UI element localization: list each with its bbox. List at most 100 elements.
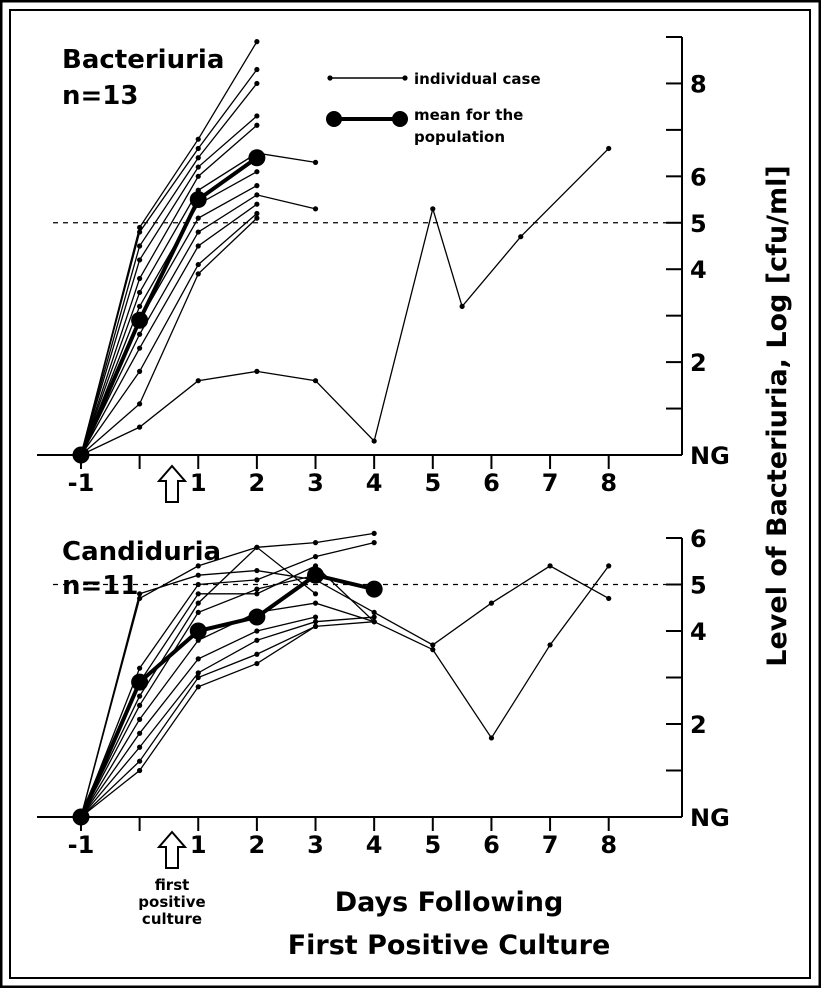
y-tick-label: NG <box>690 442 730 470</box>
individual-case-point <box>195 261 201 268</box>
y-tick-label: 2 <box>690 711 707 739</box>
individual-case-point <box>195 656 201 662</box>
individual-case-point <box>137 744 143 750</box>
individual-case-point <box>195 215 201 221</box>
panel-title: Bacteriuria <box>62 45 224 75</box>
individual-case-point <box>137 243 143 249</box>
individual-case-point <box>371 609 377 616</box>
individual-case-point <box>195 271 201 277</box>
individual-case-line <box>80 115 258 456</box>
individual-case-point <box>312 554 319 560</box>
individual-case-point <box>137 257 143 263</box>
individual-case-line <box>80 83 258 456</box>
x-tick-label: 5 <box>424 469 441 497</box>
individual-case-line <box>80 124 258 456</box>
individual-case-point <box>312 159 319 165</box>
individual-case-line <box>80 616 375 818</box>
individual-case-point <box>195 670 201 676</box>
panel-title: Candiduria <box>62 537 221 567</box>
individual-case-point <box>137 758 143 764</box>
x-tick-label: 7 <box>542 469 559 497</box>
first-positive-arrow-icon <box>156 830 188 869</box>
x-tick-label: 4 <box>366 469 383 497</box>
individual-case-point <box>254 215 260 221</box>
individual-case-point <box>312 206 319 212</box>
individual-case-point <box>606 595 612 602</box>
individual-case-line <box>80 203 258 456</box>
individual-case-point <box>371 540 377 546</box>
individual-case-point <box>254 544 260 550</box>
individual-case-point <box>195 684 201 690</box>
individual-case-point <box>459 303 465 309</box>
x-tick-label: 8 <box>600 831 617 859</box>
individual-case-point <box>195 609 201 616</box>
individual-case-point <box>195 173 201 179</box>
individual-case-point <box>137 716 143 722</box>
mean-point <box>72 446 90 464</box>
individual-case-point <box>195 674 201 681</box>
individual-case-point <box>606 145 612 152</box>
x-tick-label: -1 <box>68 831 95 859</box>
y-tick-label: 8 <box>690 70 707 98</box>
individual-case-point <box>195 229 201 235</box>
x-tick-label: 6 <box>483 831 500 859</box>
individual-case-line <box>80 621 375 818</box>
legend-mean-label: mean for the <box>414 106 523 124</box>
individual-case-point <box>137 591 143 597</box>
individual-case-point <box>195 136 201 142</box>
legend-individual-label: individual case <box>414 70 541 88</box>
individual-case-point <box>547 642 553 648</box>
individual-case-point <box>137 289 143 296</box>
individual-case-point <box>195 591 201 597</box>
individual-case-point <box>254 577 260 583</box>
individual-case-point <box>195 572 201 578</box>
x-tick-label: 2 <box>249 469 266 497</box>
individual-case-point <box>254 66 260 73</box>
individual-case-point <box>195 243 201 249</box>
individual-case-line <box>80 69 258 456</box>
individual-case-point <box>430 206 436 212</box>
legend-individual-marker <box>402 75 408 81</box>
x-tick-label: 6 <box>483 469 500 497</box>
individual-case-point <box>254 183 260 189</box>
individual-case-point <box>312 540 319 546</box>
x-tick-label: 3 <box>307 831 324 859</box>
bacteriuria-panel: Bacteriuria n=13 NG 2 4 5 6 8 -1 1 2 3 4 5 6 7 8 <box>37 36 730 497</box>
y-tick-label: NG <box>690 804 730 832</box>
individual-case-point <box>195 378 201 384</box>
individual-case-point <box>254 368 260 374</box>
individual-case-point <box>137 424 143 430</box>
individual-case-point <box>137 331 143 337</box>
individual-case-point <box>518 234 524 240</box>
individual-case-point <box>254 169 260 175</box>
individual-case-line <box>80 542 375 818</box>
mean-point <box>307 566 325 584</box>
y-axis-label: Level of Bacteriuria, Log [cfu/ml] <box>762 165 793 666</box>
x-tick-label: 1 <box>190 831 207 859</box>
individual-case-point <box>547 563 553 569</box>
individual-case-point <box>371 619 377 625</box>
x-tick-label: 7 <box>542 831 559 859</box>
y-tick-label: 4 <box>690 256 707 284</box>
individual-case-point <box>312 619 319 625</box>
individual-case-line <box>80 217 258 456</box>
individual-case-point <box>254 201 260 207</box>
legend-mean-marker <box>326 111 342 127</box>
individual-case-point <box>137 368 143 374</box>
individual-case-point <box>137 303 143 309</box>
individual-case-point <box>254 567 260 574</box>
y-tick-label: 6 <box>690 525 707 553</box>
individual-case-point <box>137 595 143 602</box>
mean-line <box>79 573 375 818</box>
individual-case-point <box>254 628 260 634</box>
y-tick-label: 5 <box>690 572 707 600</box>
individual-case-line <box>80 565 610 818</box>
mean-point <box>365 580 383 598</box>
individual-case-point <box>371 438 377 444</box>
individual-case-point <box>195 581 201 588</box>
individual-case-point <box>137 693 143 699</box>
arrow-annotation: first <box>155 876 190 894</box>
x-tick-label: 3 <box>307 469 324 497</box>
mean-point <box>72 808 90 826</box>
individual-case-point <box>254 113 260 119</box>
